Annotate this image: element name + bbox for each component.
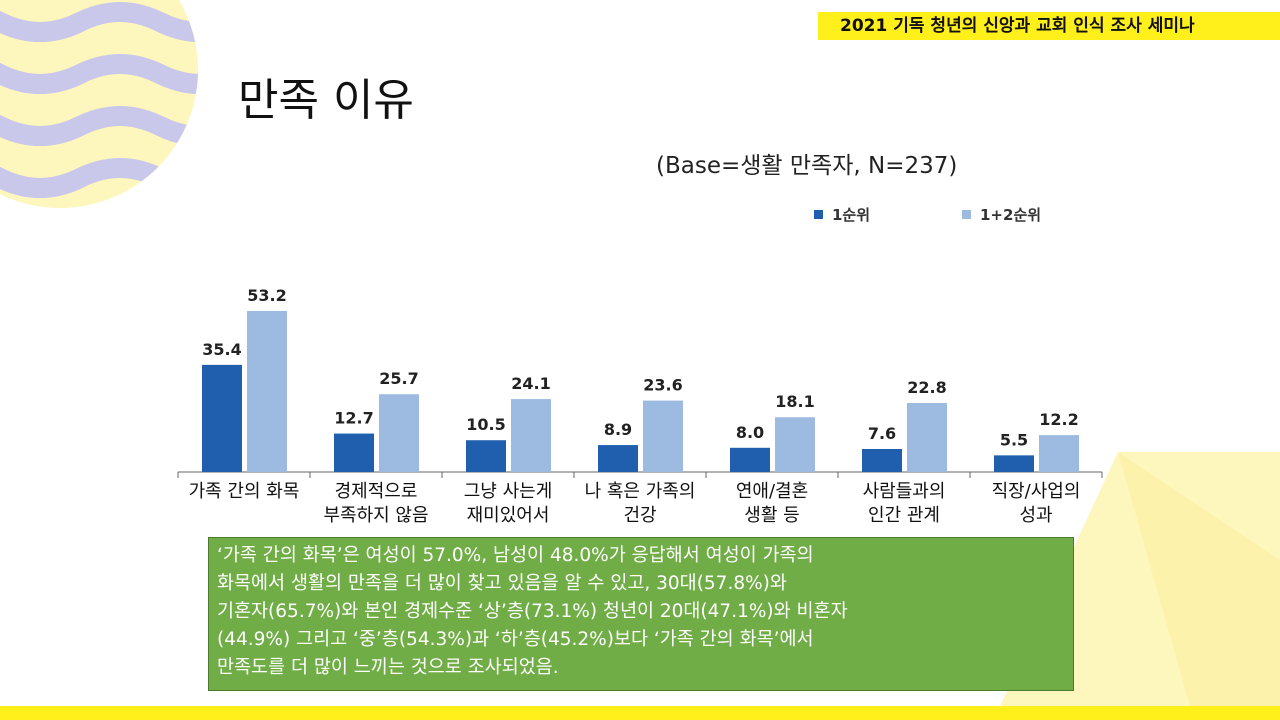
- data-label-series-1: 35.4: [202, 340, 241, 359]
- category-label: 인간 관계: [868, 505, 940, 526]
- data-label-series-2: 22.8: [907, 378, 946, 397]
- wave-decoration: [0, 0, 198, 208]
- data-label-series-1: 5.5: [1000, 430, 1028, 449]
- category-label: 성과: [1019, 505, 1052, 526]
- bar-series-1: [466, 440, 506, 472]
- category-label: 생활 등: [744, 505, 799, 526]
- data-label-series-2: 18.1: [775, 392, 814, 411]
- category-label: 건강: [623, 505, 656, 526]
- data-label-series-2: 12.2: [1039, 410, 1078, 429]
- bar-series-2: [1039, 435, 1079, 472]
- category-label: 가족 간의 화목: [189, 481, 300, 502]
- data-label-series-2: 23.6: [643, 376, 682, 395]
- category-label: 재미있어서: [467, 505, 550, 526]
- data-label-series-1: 7.6: [868, 424, 896, 443]
- bar-series-1: [862, 449, 902, 472]
- legend-swatch-series-1: [814, 210, 823, 219]
- bar-series-2: [379, 394, 419, 472]
- category-label: 경제적으로: [335, 481, 418, 502]
- category-label: 나 혹은 가족의: [585, 481, 696, 502]
- base-note: (Base=생활 만족자, N=237): [656, 153, 958, 179]
- data-label-series-2: 53.2: [247, 286, 286, 305]
- data-label-series-1: 12.7: [334, 409, 373, 428]
- bar-series-1: [994, 455, 1034, 472]
- bar-series-2: [775, 417, 815, 472]
- category-label: 연애/결혼: [736, 481, 808, 502]
- bar-series-1: [334, 433, 374, 472]
- data-label-series-1: 10.5: [466, 415, 505, 434]
- bar-series-1: [202, 364, 242, 472]
- header-banner: 2021 기독 청년의 신앙과 교회 인식 조사 세미나: [818, 12, 1280, 40]
- category-label: 사람들과의: [863, 481, 946, 502]
- bar-series-1: [730, 447, 770, 472]
- category-label: 직장/사업의: [992, 481, 1081, 502]
- bar-series-2: [643, 400, 683, 472]
- bar-series-1: [598, 445, 638, 472]
- data-label-series-1: 8.0: [736, 423, 764, 442]
- legend-label-series-2: 1+2순위: [980, 206, 1042, 224]
- category-label: 부족하지 않음: [323, 505, 428, 526]
- bar-series-2: [511, 399, 551, 472]
- legend-swatch-series-2: [962, 210, 971, 219]
- bottom-accent-bar: [0, 706, 1280, 720]
- legend-label-series-1: 1순위: [832, 206, 871, 224]
- data-label-series-2: 24.1: [511, 374, 550, 393]
- page-title: 만족 이유: [238, 75, 414, 126]
- legend-item-series-1: 1순위: [814, 204, 870, 225]
- legend-item-series-2: 1+2순위: [962, 204, 1041, 225]
- category-label: 그냥 사는게: [464, 481, 553, 502]
- summary-box: ‘가족 간의 화목’은 여성이 57.0%, 남성이 48.0%가 응답해서 여…: [208, 537, 1074, 691]
- data-label-series-2: 25.7: [379, 369, 418, 388]
- data-label-series-1: 8.9: [604, 420, 632, 439]
- bar-series-2: [247, 311, 287, 472]
- bar-series-2: [907, 403, 947, 472]
